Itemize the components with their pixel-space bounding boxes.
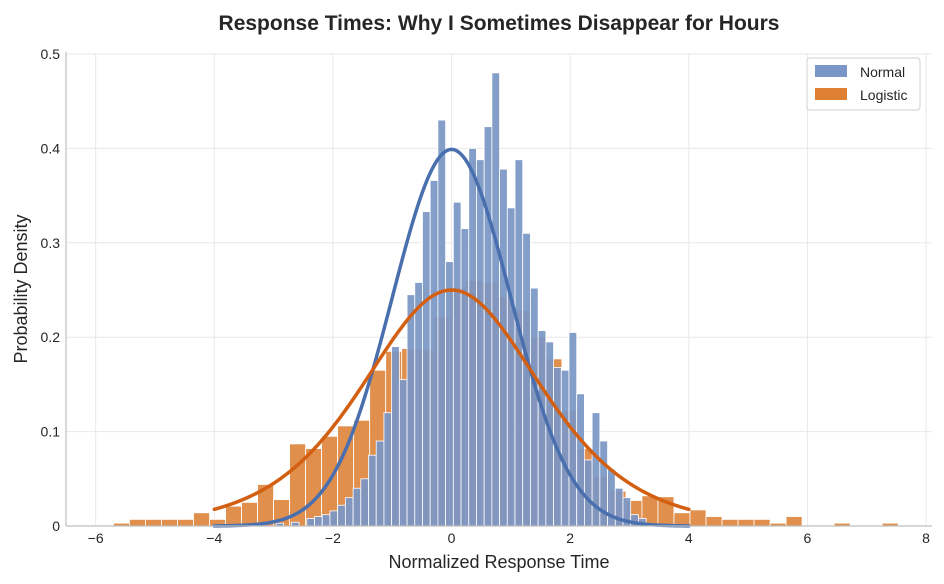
legend-label-normal: Normal [860,64,905,80]
y-tick-label: 0.4 [41,140,61,156]
y-axis-label: Probability Density [11,214,31,363]
y-tick-label: 0.3 [41,235,61,251]
normal-density-curve [212,147,691,528]
normal-bar-11 [375,440,385,527]
normal-bar-10 [368,454,377,527]
normal-bar-19 [437,119,447,527]
normal-bar-15 [406,294,416,527]
normal-bar-5 [329,510,339,527]
normal-bar-24 [476,159,485,527]
normal-bar-37 [576,393,585,527]
logistic-bar-38 [721,518,739,527]
normal-bar-22 [460,228,470,527]
normal-bar-9 [360,478,369,527]
x-tick-label: −6 [88,530,104,546]
logistic-bar-4 [177,518,194,527]
logistic-bar-37 [705,516,723,527]
normal-bar-38 [584,459,593,527]
logistic-bar-1 [129,518,146,527]
x-tick-label: 6 [804,530,812,546]
x-tick-label: 0 [448,530,456,546]
normal-bar-35 [560,369,570,527]
normal-bar-31 [530,287,539,527]
y-tick-label: 0.5 [41,46,61,62]
y-tick-label: 0.1 [41,424,61,440]
normal-bar-27 [499,168,508,527]
logistic-bar-42 [785,516,803,527]
density-curves [212,147,691,528]
axes [65,52,932,527]
normal-bar-18 [429,180,439,527]
x-axis-label: Normalized Response Time [388,552,609,572]
normal-bar-32 [537,330,547,527]
legend-swatch-normal [815,65,847,77]
legend-label-logistic: Logistic [860,87,907,103]
normal-bar-17 [422,211,431,527]
logistic-bar-12 [305,448,323,527]
x-tick-label: 2 [566,530,574,546]
normal-bar-28 [506,207,516,527]
x-tick-label: −4 [206,530,222,546]
logistic-bar-7 [225,505,242,527]
logistic-bar-2 [145,518,162,527]
logistic-bar-8 [241,501,258,527]
y-tick-label: 0 [52,518,60,534]
x-tick-label: −2 [325,530,341,546]
tick-labels: −6 −4 −2 0 2 4 6 8 0 0.1 0.2 0.3 0.4 0.5 [41,46,931,546]
logistic-density-curve [212,288,691,512]
x-tick-label: 4 [685,530,693,546]
chart-title: Response Times: Why I Sometimes Disappea… [219,12,780,35]
logistic-bar-5 [193,512,210,527]
normal-bar-13 [391,346,400,527]
logistic-bar-40 [753,518,771,527]
normal-bar-3 [314,516,323,527]
logistic-bar-3 [161,518,178,527]
logistic-bar-36 [689,509,707,527]
normal-bar-16 [414,282,423,527]
normal-bar-20 [445,261,454,527]
normal-bar-26 [491,72,500,527]
normal-bar-25 [483,126,493,527]
normal-bar-23 [468,147,477,527]
logistic-bar-39 [737,518,755,527]
x-tick-label: 8 [922,530,930,546]
normal-bar-14 [398,379,408,527]
normal-bar-4 [321,514,331,527]
legend-swatch-logistic [815,88,847,100]
normal-bar-7 [344,497,354,527]
normal-bar-12 [383,412,393,527]
normal-bar-2 [306,518,315,527]
normal-bar-30 [522,232,531,527]
legend: Normal Logistic [806,57,921,111]
normal-bar-8 [352,487,362,527]
normal-bar-21 [452,201,462,527]
y-tick-label: 0.2 [41,329,61,345]
normal-bar-6 [337,504,346,527]
